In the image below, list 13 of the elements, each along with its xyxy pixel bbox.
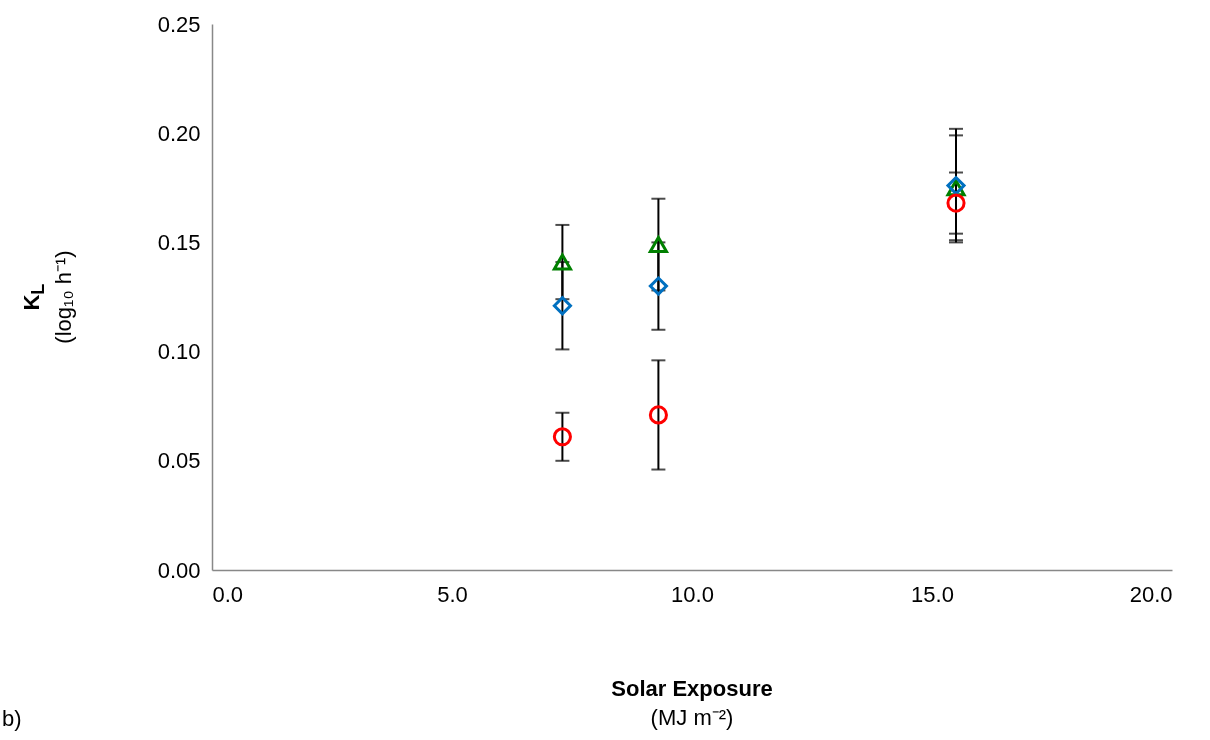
y-tick-label: 0.25 (157, 11, 201, 37)
y-tick-label: 0.20 (157, 120, 201, 146)
y-tick-label: 0.10 (157, 339, 201, 365)
x-axis-title: Solar Exposure (MJ m⁻²) (611, 675, 773, 732)
x-tick-label: 15.0 (911, 581, 954, 607)
x-tick-label: 20.0 (1129, 581, 1173, 607)
text: b) (2, 706, 22, 732)
y-tick-label: 0.00 (157, 557, 201, 583)
x-tick-label: 0.0 (212, 581, 244, 607)
y-tick-label: 0.15 (157, 229, 201, 255)
x-tick-label: 10.0 (671, 581, 714, 607)
x-tick-label: 5.0 (437, 581, 468, 607)
y-tick-label: 0.05 (157, 448, 201, 474)
